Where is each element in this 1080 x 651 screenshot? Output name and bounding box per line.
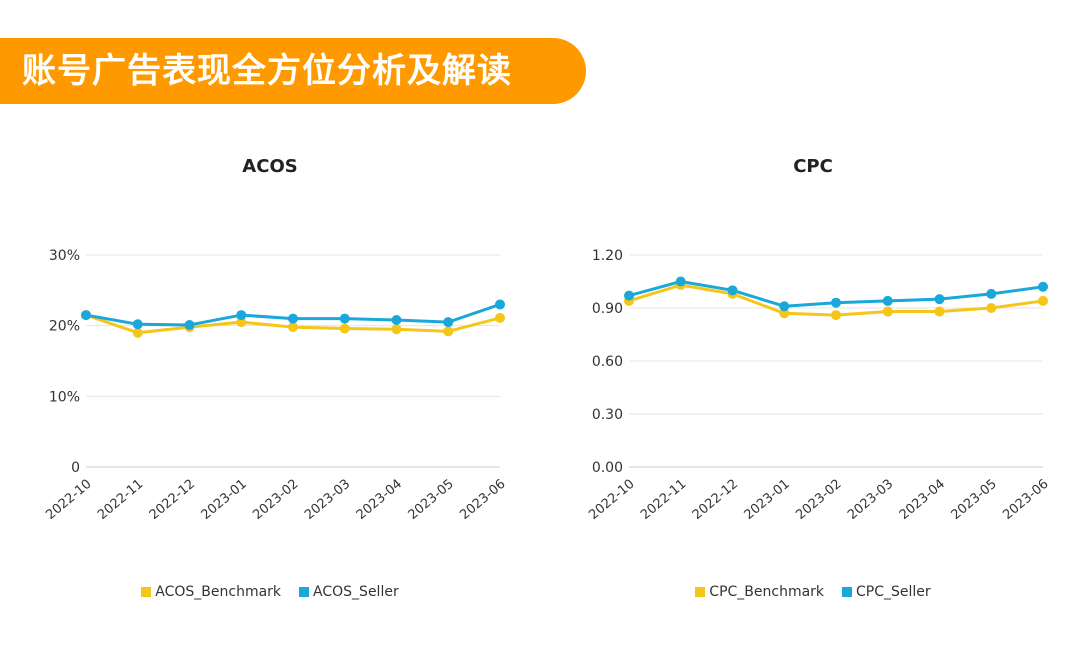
y-tick-label: 10% [49, 389, 80, 405]
data-point-acos-seller [132, 319, 143, 330]
data-point-acos-benchmark [236, 317, 247, 328]
legend-swatch [842, 587, 853, 597]
y-tick-label: 0.00 [592, 460, 623, 476]
page-title: 账号广告表现全方位分析及解读 [22, 51, 512, 91]
data-point-cpc-benchmark [779, 308, 790, 319]
y-tick-label: 30% [49, 248, 80, 264]
data-point-acos-benchmark [339, 323, 350, 334]
data-point-acos-seller [443, 317, 454, 328]
cpc-chart: CPC 0.00 0.30 0.60 0.90 1.20 2022-10 2022-11 20… [563, 140, 1063, 620]
data-point-cpc-seller [779, 301, 790, 312]
x-tick-label: 2022-11 [638, 477, 689, 523]
x-tick-label: 2022-12 [147, 477, 198, 523]
data-point-cpc-benchmark [986, 303, 997, 313]
legend-item-cpc-benchmark[interactable]: CPC_Benchmark [695, 584, 824, 600]
data-point-cpc-seller [986, 288, 997, 299]
acos-plot: 010%20%30%2022-10 2022-11 2022-12 2023-01 20… [43, 248, 508, 523]
chart-title-cpc: CPC [793, 156, 833, 177]
y-tick-label: 20% [49, 319, 80, 335]
legend-label: CPC_Seller [856, 584, 931, 600]
x-tick-label: 2023-04 [897, 477, 948, 523]
x-tick-label: 2023-03 [845, 477, 896, 523]
data-point-acos-benchmark [132, 327, 143, 338]
data-point-acos-benchmark [443, 326, 454, 337]
x-tick-label: 2023-02 [793, 477, 844, 523]
y-tick-label: 0 [71, 460, 80, 476]
data-point-cpc-seller [727, 285, 738, 296]
data-point-cpc-seller [882, 295, 893, 306]
data-point-cpc-benchmark [934, 306, 945, 317]
data-point-acos-seller [81, 310, 91, 321]
data-point-cpc-seller [1038, 281, 1048, 292]
cpc-legend: CPC_Benchmark CPC_Seller [563, 584, 1063, 600]
x-tick-label: 2022-10 [586, 477, 637, 523]
acos-chart: ACOS 0 10% 20% 30% 2022-10 2022-11 2022-12 2023… [20, 140, 520, 620]
data-point-cpc-seller [831, 297, 841, 308]
data-point-cpc-seller [675, 276, 686, 287]
data-point-acos-seller [495, 299, 505, 310]
data-point-acos-seller [391, 315, 402, 326]
x-tick-label: 2023-02 [250, 477, 301, 523]
x-tick-label: 2023-06 [1000, 477, 1051, 523]
data-point-acos-benchmark [391, 324, 402, 335]
data-point-cpc-seller [934, 294, 945, 305]
x-tick-label: 2023-06 [457, 477, 508, 523]
x-tick-label: 2022-12 [690, 477, 741, 523]
data-point-cpc-benchmark [1038, 295, 1048, 306]
x-tick-label: 2023-05 [406, 477, 457, 523]
y-tick-label: 0.60 [592, 354, 623, 370]
legend-swatch [141, 587, 152, 597]
chart-title-acos: ACOS [242, 156, 298, 177]
legend-item-acos-benchmark[interactable]: ACOS_Benchmark [141, 584, 281, 600]
data-point-cpc-seller [624, 290, 634, 301]
legend-label: ACOS_Benchmark [155, 584, 282, 600]
x-tick-label: 2023-01 [742, 477, 793, 523]
x-tick-label: 2023-05 [949, 477, 1000, 523]
data-point-acos-seller [339, 313, 350, 324]
legend-item-acos-seller[interactable]: ACOS_Seller [299, 584, 399, 600]
data-point-acos-benchmark [495, 312, 505, 323]
data-point-acos-seller [184, 319, 195, 330]
data-point-cpc-benchmark [831, 310, 841, 321]
legend-label: ACOS_Seller [313, 584, 399, 600]
y-tick-label: 1.20 [592, 248, 623, 264]
x-tick-label: 2023-01 [199, 477, 250, 523]
title-banner: 账号广告表现全方位分析及解读 [0, 38, 586, 104]
legend-swatch [299, 587, 310, 597]
y-tick-label: 0.30 [592, 407, 623, 423]
data-point-acos-seller [288, 313, 298, 324]
cpc-plot: 0.00 0.30 0.60 0.90 1.20 2022-10 2022-11 2022-1… [586, 248, 1051, 523]
legend-label: CPC_Benchmark [709, 584, 825, 600]
data-point-acos-benchmark [288, 322, 298, 333]
x-tick-label: 2022-10 [43, 477, 94, 523]
x-tick-label: 2023-03 [302, 477, 353, 523]
x-tick-label: 2022-11 [95, 477, 146, 523]
y-tick-label: 0.90 [592, 301, 623, 317]
legend-swatch [695, 587, 706, 597]
acos-legend: ACOS_Benchmark ACOS_Seller [20, 584, 520, 600]
data-point-cpc-benchmark [882, 306, 893, 317]
data-point-acos-seller [236, 310, 247, 321]
x-tick-label: 2023-04 [354, 477, 405, 523]
legend-item-cpc-seller[interactable]: CPC_Seller [842, 584, 931, 600]
